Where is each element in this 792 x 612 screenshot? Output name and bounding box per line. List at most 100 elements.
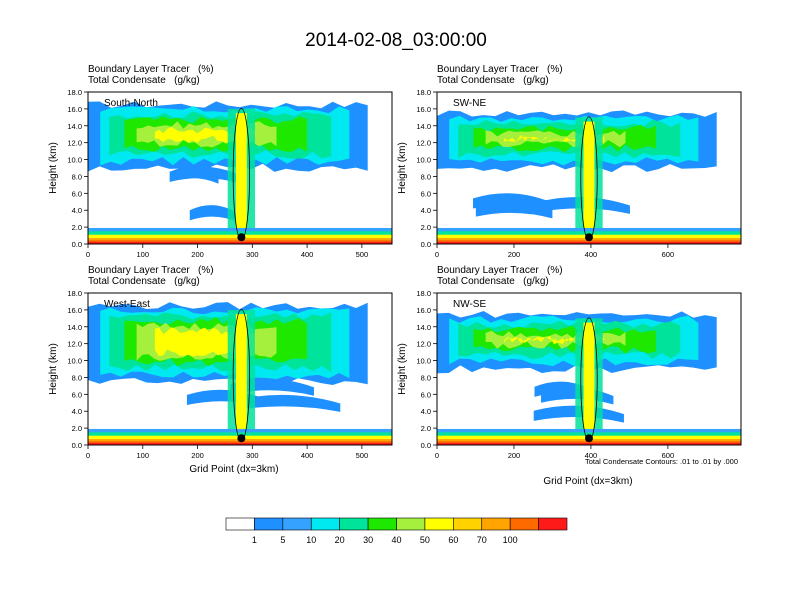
y-tick-label: 16.0	[67, 306, 82, 315]
y-tick-label: 16.0	[416, 306, 431, 315]
y-tick-label: 14.0	[416, 122, 431, 131]
panel-1-field: South-North	[88, 92, 392, 244]
colorbar-swatch	[282, 517, 312, 531]
updraft-core	[583, 121, 595, 244]
x-tick-label: 200	[191, 451, 204, 460]
updraft-core	[235, 314, 247, 445]
panel-1-ylabel: Height (km)	[48, 142, 59, 194]
panel-1-field-label-2: Total Condensate (g/kg)	[88, 75, 200, 86]
x-tick-label: 0	[86, 250, 90, 259]
y-tick-label: 0.0	[72, 240, 82, 249]
y-tick-label: 2.0	[72, 223, 82, 232]
panel-2-field-label-2: Total Condensate (g/kg)	[437, 75, 549, 86]
plot-frame	[87, 292, 393, 446]
y-tick-label: 18.0	[67, 289, 82, 298]
panel-4-field-label-2: Total Condensate (g/kg)	[437, 276, 549, 287]
y-tick-label: 16.0	[416, 105, 431, 114]
colorbar-label: 5	[280, 535, 285, 545]
y-tick-label: 18.0	[416, 289, 431, 298]
x-tick-label: 500	[356, 250, 369, 259]
panel-3-header: Boundary Layer Tracer (%) Total Condensa…	[88, 265, 214, 287]
boundary-layer-band-6	[88, 241, 392, 244]
panel-2-field: SW-NE	[437, 92, 741, 244]
y-tick-label: 10.0	[67, 156, 82, 165]
colorbar: 1 5 10 20 30 40 50 60 70 100	[225, 517, 568, 545]
updraft-core	[583, 322, 595, 445]
y-tick-label: 6.0	[72, 390, 82, 399]
y-tick-label: 2.0	[421, 223, 431, 232]
panel-3-field-label-2: Total Condensate (g/kg)	[88, 276, 200, 287]
y-tick-label: 0.0	[421, 240, 431, 249]
x-tick-label: 200	[191, 250, 204, 259]
panel-3-xlabel: Grid Point (dx=3km)	[189, 464, 278, 475]
colorbar-label: 20	[335, 535, 345, 545]
x-tick-label: 100	[137, 451, 150, 460]
y-tick-label: 16.0	[67, 105, 82, 114]
colorbar-label: 1	[252, 535, 257, 545]
y-tick-label: 6.0	[72, 189, 82, 198]
colorbar-swatch	[367, 517, 397, 531]
x-tick-label: 400	[585, 451, 598, 460]
panel-2-ylabel: Height (km)	[397, 142, 408, 194]
y-tick-label: 0.0	[421, 441, 431, 450]
x-tick-label: 400	[301, 451, 314, 460]
x-tick-label: 300	[246, 451, 259, 460]
y-tick-label: 4.0	[72, 407, 82, 416]
panel-4-header: Boundary Layer Tracer (%) Total Condensa…	[437, 265, 563, 287]
surface-marker	[585, 434, 593, 443]
contour-note: Total Condensate Contours: .01 to .01 by…	[585, 457, 738, 466]
x-tick-label: 0	[435, 451, 439, 460]
plot-frame	[436, 91, 742, 245]
panel-1-section-label: South-North	[104, 98, 158, 109]
colorbar-swatch	[453, 517, 483, 531]
y-tick-label: 14.0	[67, 122, 82, 131]
y-tick-label: 10.0	[416, 357, 431, 366]
mid-streamer-2	[473, 193, 551, 211]
plot-frame	[436, 292, 742, 446]
y-tick-label: 8.0	[421, 373, 431, 382]
panel-1: South-North 0.0 2.0 4.0 6.0 8.0 10.0 12.0 14.0 16…	[48, 88, 393, 259]
boundary-layer-band-6	[88, 442, 392, 445]
panel-2: SW-NE 0.0 2.0 4.0 6.0 8.0 10.0 12.0 14.0 16.0 18.0…	[397, 88, 742, 259]
y-tick-label: 6.0	[421, 390, 431, 399]
y-tick-label: 6.0	[421, 189, 431, 198]
y-tick-label: 14.0	[67, 323, 82, 332]
colorbar-label: 50	[420, 535, 430, 545]
panels-group: South-North 0.0 2.0 4.0 6.0 8.0 10.0 12.0 14.0 16…	[48, 88, 742, 460]
x-tick-label: 200	[508, 451, 521, 460]
panel-4-xlabel: Grid Point (dx=3km)	[543, 476, 632, 487]
y-tick-label: 12.0	[416, 340, 431, 349]
y-tick-label: 14.0	[416, 323, 431, 332]
surface-marker	[237, 233, 246, 242]
colorbar-label: 40	[391, 535, 401, 545]
panel-1-header: Boundary Layer Tracer (%) Total Condensa…	[88, 64, 214, 86]
colorbar-swatch	[396, 517, 426, 531]
panel-1-field-label-1: Boundary Layer Tracer (%)	[88, 64, 214, 75]
panel-4-field: NW-SE	[437, 293, 741, 445]
y-tick-label: 2.0	[421, 424, 431, 433]
panel-4-ylabel: Height (km)	[397, 343, 408, 395]
x-tick-label: 0	[435, 250, 439, 259]
y-tick-label: 18.0	[67, 88, 82, 97]
x-tick-label: 600	[662, 451, 675, 460]
surface-marker	[585, 233, 593, 242]
colorbar-swatch	[424, 517, 454, 531]
panel-3-section-label: West-East	[104, 299, 150, 310]
colorbar-swatch	[310, 517, 340, 531]
colorbar-label: 70	[477, 535, 487, 545]
panel-3-ylabel: Height (km)	[48, 343, 59, 395]
plot-frame	[87, 91, 393, 245]
colorbar-swatch	[481, 517, 511, 531]
y-tick-label: 8.0	[72, 373, 82, 382]
y-tick-label: 4.0	[72, 206, 82, 215]
x-tick-label: 200	[508, 250, 521, 259]
panel-3: West-East 0.0 2.0 4.0 6.0 8.0 10.0 12.0 14.0 16.0…	[48, 289, 393, 460]
y-tick-label: 10.0	[416, 156, 431, 165]
boundary-layer-band-6	[437, 241, 741, 244]
y-tick-label: 12.0	[416, 139, 431, 148]
y-tick-label: 18.0	[416, 88, 431, 97]
panel-3-field-label-1: Boundary Layer Tracer (%)	[88, 265, 214, 276]
colorbar-label: 10	[306, 535, 316, 545]
x-tick-label: 0	[86, 451, 90, 460]
x-tick-label: 400	[585, 250, 598, 259]
